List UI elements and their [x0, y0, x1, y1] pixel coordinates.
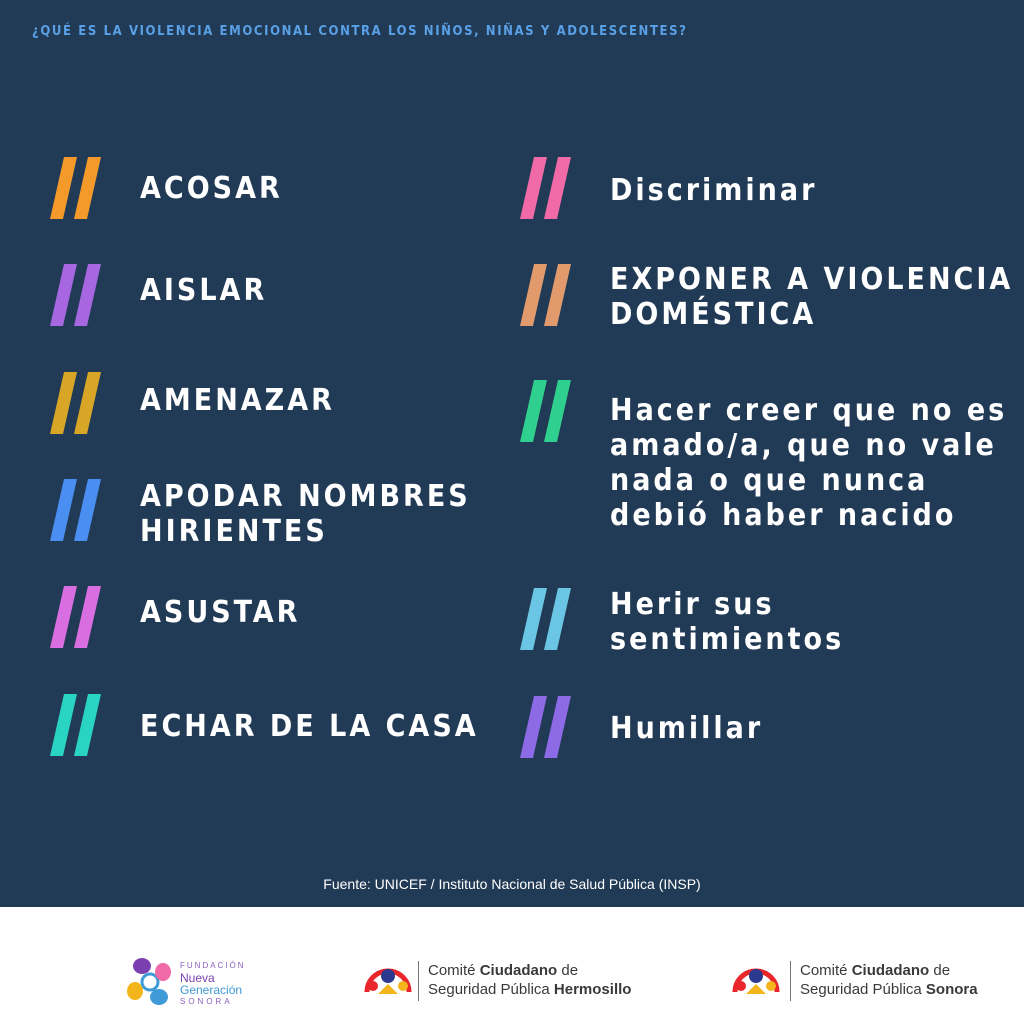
- item-label: AISLAR: [140, 273, 268, 308]
- item-label: ACOSAR: [140, 171, 283, 206]
- item-label: Humillar: [610, 711, 764, 746]
- item-label: EXPONER A VIOLENCIA DOMÉSTICA: [610, 262, 1014, 332]
- double-slash-icon: [50, 264, 112, 326]
- fundacion-wordmark: FUNDACIÓN Nueva Generación SONORA: [180, 961, 246, 1006]
- item-label: Hacer creer que no es amado/a, que no va…: [610, 393, 1008, 533]
- comite-hermosillo-wordmark: Comité Ciudadano de Seguridad Pública He…: [428, 962, 632, 998]
- double-slash-icon: [520, 588, 582, 650]
- content-panel: ¿QUÉ ES LA VIOLENCIA EMOCIONAL CONTRA LO…: [0, 0, 1024, 907]
- double-slash-icon: [520, 157, 582, 219]
- double-slash-icon: [50, 694, 112, 756]
- item-label: ASUSTAR: [140, 595, 301, 630]
- double-slash-icon: [520, 264, 582, 326]
- double-slash-icon: [520, 696, 582, 758]
- logo-divider: [418, 961, 419, 1001]
- double-slash-icon: [520, 380, 582, 442]
- item-label: Discriminar: [610, 173, 818, 208]
- comite-sonora-logo: [731, 962, 781, 998]
- item-label: APODAR NOMBRES HIRIENTES: [140, 479, 471, 549]
- item-label: AMENAZAR: [140, 383, 335, 418]
- item-label: ECHAR DE LA CASA: [140, 709, 479, 744]
- comite-hermosillo-logo: [363, 962, 413, 998]
- double-slash-icon: [50, 157, 112, 219]
- footer-logos: FUNDACIÓN Nueva Generación SONORA Comité…: [0, 907, 1024, 1024]
- fundacion-logo-icon: [127, 958, 171, 1005]
- double-slash-icon: [50, 372, 112, 434]
- header-title: ¿QUÉ ES LA VIOLENCIA EMOCIONAL CONTRA LO…: [32, 24, 688, 39]
- comite-logo-icon: [364, 968, 412, 994]
- double-slash-icon: [50, 586, 112, 648]
- comite-logo-icon: [732, 968, 780, 994]
- source-citation: Fuente: UNICEF / Instituto Nacional de S…: [323, 876, 701, 892]
- double-slash-icon: [50, 479, 112, 541]
- item-label: Herir sus sentimientos: [610, 587, 845, 657]
- fundacion-logo: [122, 955, 178, 1009]
- logo-divider: [790, 961, 791, 1001]
- comite-sonora-wordmark: Comité Ciudadano de Seguridad Pública So…: [800, 962, 978, 998]
